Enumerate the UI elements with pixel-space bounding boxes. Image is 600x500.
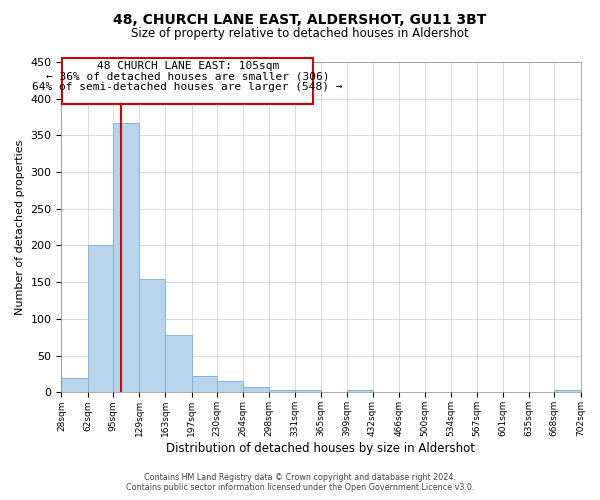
Text: Size of property relative to detached houses in Aldershot: Size of property relative to detached ho… [131,28,469,40]
Text: ← 36% of detached houses are smaller (306): ← 36% of detached houses are smaller (30… [46,72,329,82]
Y-axis label: Number of detached properties: Number of detached properties [15,140,25,315]
Bar [139,278,166,392]
FancyBboxPatch shape [62,58,313,104]
Bar [243,386,269,392]
Bar [113,123,139,392]
Bar [88,246,113,392]
Bar [269,390,295,392]
Bar [217,382,243,392]
Bar [347,390,373,392]
Text: 48, CHURCH LANE EAST, ALDERSHOT, GU11 3BT: 48, CHURCH LANE EAST, ALDERSHOT, GU11 3B… [113,12,487,26]
Bar [191,376,217,392]
Bar [166,335,191,392]
Bar [61,378,88,392]
Bar [554,390,581,392]
Text: Contains HM Land Registry data © Crown copyright and database right 2024.
Contai: Contains HM Land Registry data © Crown c… [126,473,474,492]
Bar [295,390,321,392]
Text: 64% of semi-detached houses are larger (548) →: 64% of semi-detached houses are larger (… [32,82,343,92]
Text: 48 CHURCH LANE EAST: 105sqm: 48 CHURCH LANE EAST: 105sqm [97,61,279,71]
X-axis label: Distribution of detached houses by size in Aldershot: Distribution of detached houses by size … [166,442,475,455]
